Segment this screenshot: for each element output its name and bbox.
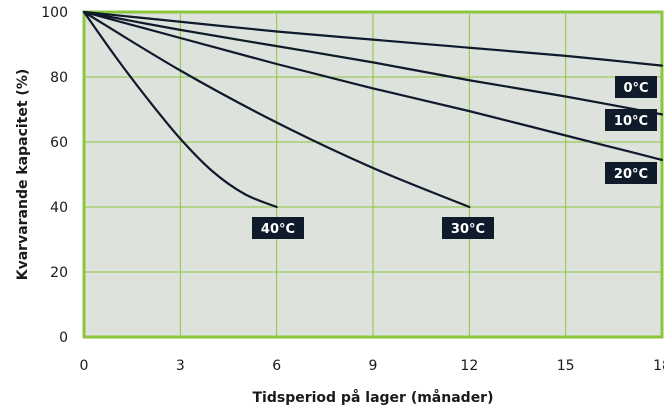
series-lines <box>82 10 664 209</box>
x-tick-label: 9 <box>369 358 378 374</box>
y-tick-label: 100 <box>41 5 68 21</box>
series-label-box <box>605 162 657 184</box>
series-label-1: 10°C <box>605 109 657 131</box>
series-label-text: 10°C <box>614 114 648 129</box>
series-line-0 <box>82 10 664 67</box>
y-tick-labels: 0 20 40 60 80 100 <box>41 5 68 346</box>
series-line-3 <box>82 10 471 209</box>
y-tick-label: 60 <box>50 135 68 151</box>
series-labels: 0°C 10°C 20°C 30°C 40°C <box>252 76 657 239</box>
series-label-box <box>442 217 494 239</box>
x-tick-labels: 0 3 6 9 12 15 18 <box>80 358 664 374</box>
series-line-1 <box>82 10 664 116</box>
series-label-0: 0°C <box>615 76 657 98</box>
series-label-text: 40°C <box>261 222 295 237</box>
y-tick-label: 80 <box>50 70 68 86</box>
x-tick-label: 18 <box>653 358 664 374</box>
x-tick-label: 12 <box>460 358 478 374</box>
x-tick-label: 6 <box>272 358 281 374</box>
x-tick-label: 0 <box>80 358 89 374</box>
series-label-box <box>605 109 657 131</box>
series-label-text: 0°C <box>623 81 648 96</box>
plot-frame <box>82 10 664 339</box>
y-axis-title: Kvarvarande kapacitet (%) <box>15 69 31 281</box>
x-tick-label: 15 <box>557 358 575 374</box>
series-line-4 <box>82 10 278 209</box>
series-label-text: 20°C <box>614 167 648 182</box>
series-label-box <box>615 76 657 98</box>
series-line-2 <box>82 10 664 161</box>
series-label-text: 30°C <box>451 222 485 237</box>
y-tick-label: 40 <box>50 200 68 216</box>
y-tick-label: 0 <box>59 330 68 346</box>
series-label-3: 30°C <box>442 217 494 239</box>
series-label-2: 20°C <box>605 162 657 184</box>
x-axis-title: Tidsperiod på lager (månader) <box>253 389 494 406</box>
x-tick-label: 3 <box>176 358 185 374</box>
y-tick-label: 20 <box>50 265 68 281</box>
series-label-box <box>252 217 304 239</box>
series-label-4: 40°C <box>252 217 304 239</box>
